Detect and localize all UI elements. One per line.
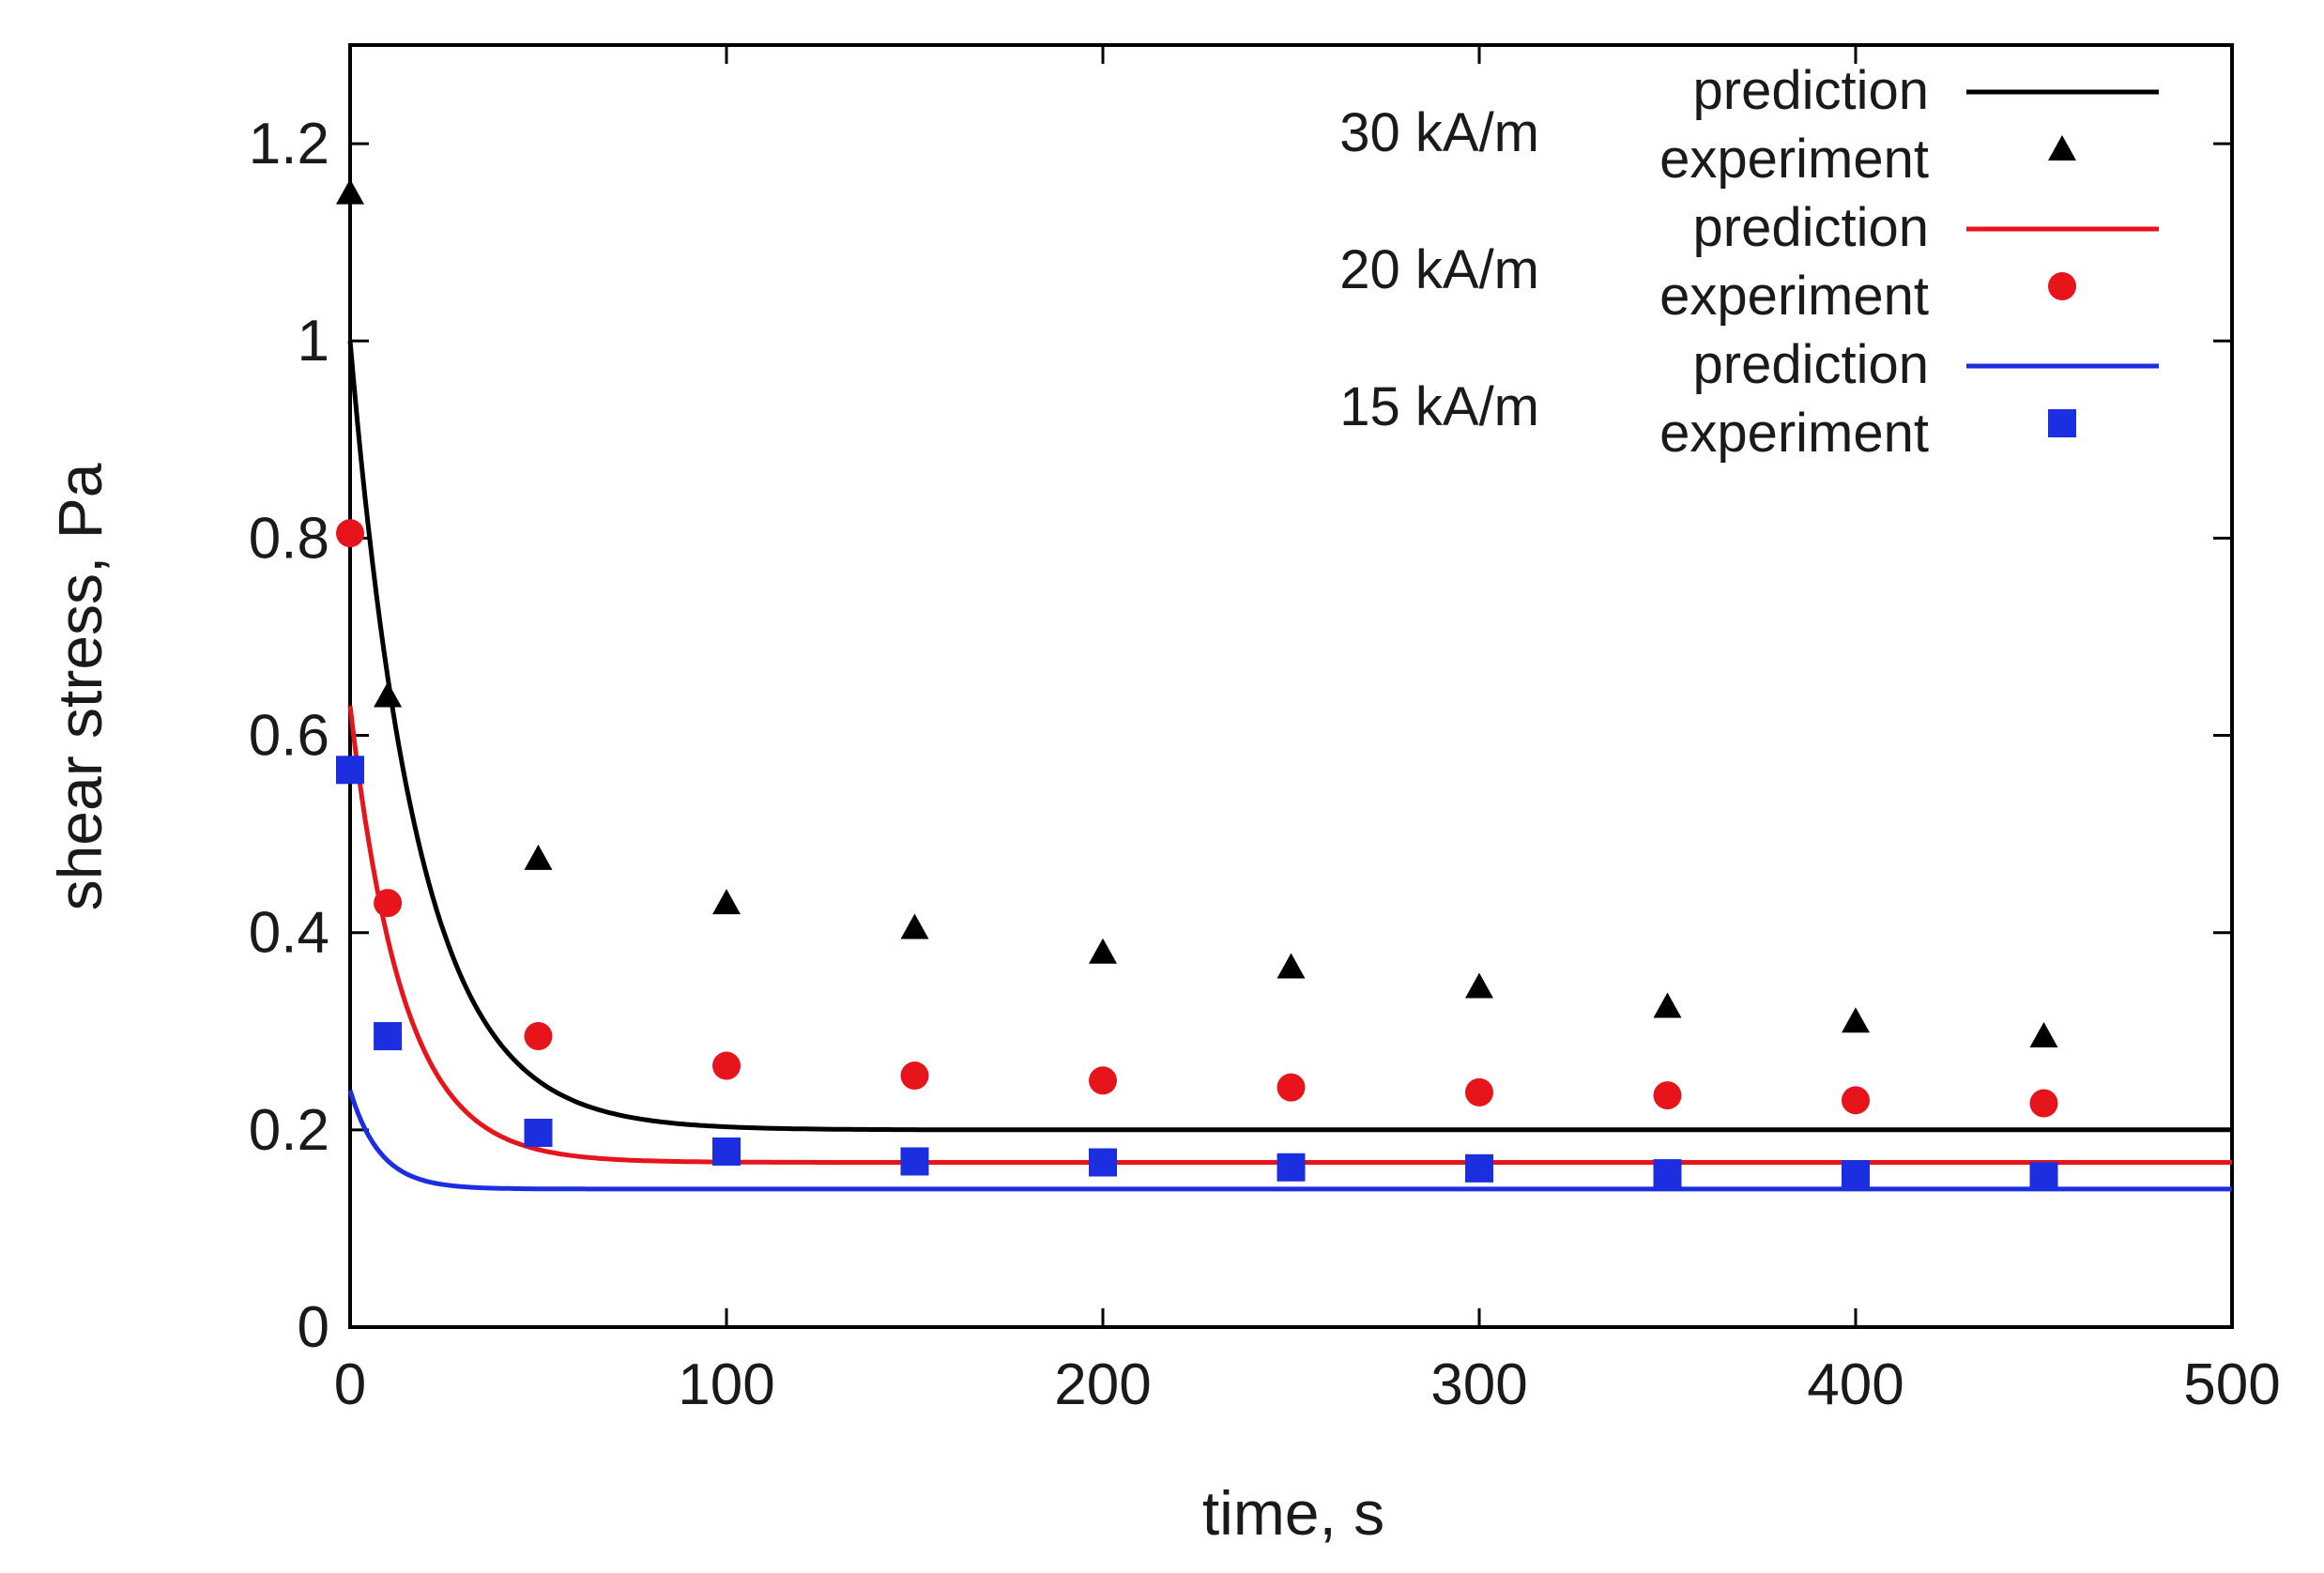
experiment-point-3 (524, 1118, 553, 1147)
x-axis-title: time, s (1202, 1478, 1384, 1548)
experiment-point-1 (1842, 1007, 1870, 1033)
y-tick-label: 1.2 (249, 112, 329, 176)
x-tick-label: 0 (334, 1352, 366, 1417)
experiment-point-1 (374, 681, 403, 708)
y-axis-ticks: 0 0.2 0.4 0.6 0.8 1 1.2 (249, 112, 2232, 1360)
legend-experiment-swatch (2048, 135, 2076, 160)
y-tick-label: 0.4 (249, 901, 329, 966)
plot-frame (348, 43, 2234, 1329)
experiment-point-1 (1653, 992, 1682, 1018)
x-tick-label: 400 (1807, 1352, 1904, 1417)
experiment-point-2 (374, 889, 403, 918)
prediction-line-1 (347, 340, 2232, 1133)
experiment-point-2 (524, 1022, 553, 1051)
experiment-point-2 (1277, 1073, 1306, 1102)
prediction-line-3 (347, 1090, 2232, 1192)
legend-prediction-label: prediction (1693, 60, 1929, 121)
experiment-point-3 (712, 1137, 741, 1166)
experiment-point-3 (1277, 1153, 1306, 1182)
experiment-point-3 (336, 756, 364, 785)
experiment-point-3 (900, 1147, 929, 1176)
experiment-point-2 (1465, 1077, 1493, 1107)
legend-experiment-swatch (2048, 272, 2076, 300)
x-tick-label: 200 (1054, 1352, 1151, 1417)
legend-field-label: 30 kA/m (1339, 102, 1539, 163)
legend-prediction-label: prediction (1693, 197, 1929, 258)
x-axis-ticks: 0 100 200 300 400 500 (334, 45, 2281, 1417)
experiment-point-3 (1089, 1148, 1117, 1177)
experiment-point-2 (1842, 1086, 1870, 1115)
legend-field-label: 15 kA/m (1339, 376, 1539, 437)
experiment-point-2 (1089, 1066, 1117, 1095)
experiment-point-2 (900, 1061, 929, 1091)
experiment-point-3 (374, 1022, 403, 1051)
experiment-point-1 (712, 889, 741, 915)
y-tick-label: 0 (298, 1295, 329, 1360)
y-tick-label: 1 (298, 309, 329, 374)
legend-experiment-label: experiment (1659, 129, 1929, 190)
legend: 30 kA/m prediction experiment 20 kA/m predic… (1339, 60, 2159, 464)
experiment-point-1 (1465, 972, 1493, 999)
plot-border (348, 43, 2234, 1329)
experiment-point-2 (712, 1051, 741, 1080)
x-tick-label: 100 (678, 1352, 774, 1417)
y-tick-label: 0.6 (249, 704, 329, 769)
experiment-point-1 (1277, 953, 1306, 979)
experiment-point-1 (524, 844, 553, 870)
y-axis-title: shear stress, Pa (45, 463, 115, 910)
y-tick-label: 0.8 (249, 506, 329, 571)
x-tick-label: 500 (2183, 1352, 2280, 1417)
legend-experiment-label: experiment (1659, 403, 1929, 464)
x-tick-label: 300 (1430, 1352, 1527, 1417)
experiment-point-1 (2029, 1022, 2058, 1048)
prediction-curves (347, 340, 2232, 1192)
experiment-point-1 (900, 913, 929, 939)
experiment-point-3 (1465, 1153, 1493, 1183)
experiment-markers (336, 178, 2058, 1191)
legend-prediction-label: prediction (1693, 334, 1929, 395)
experiment-point-1 (336, 178, 364, 205)
experiment-point-1 (1089, 938, 1117, 964)
experiment-point-2 (336, 519, 364, 548)
y-tick-label: 0.2 (249, 1098, 329, 1163)
experiment-point-3 (2029, 1162, 2058, 1191)
experiment-point-2 (1653, 1081, 1682, 1110)
experiment-point-3 (1842, 1160, 1870, 1189)
experiment-point-2 (2029, 1089, 2058, 1118)
experiment-point-3 (1653, 1159, 1682, 1188)
legend-experiment-label: experiment (1659, 266, 1929, 327)
legend-field-label: 20 kA/m (1339, 239, 1539, 300)
legend-experiment-swatch (2048, 409, 2076, 437)
